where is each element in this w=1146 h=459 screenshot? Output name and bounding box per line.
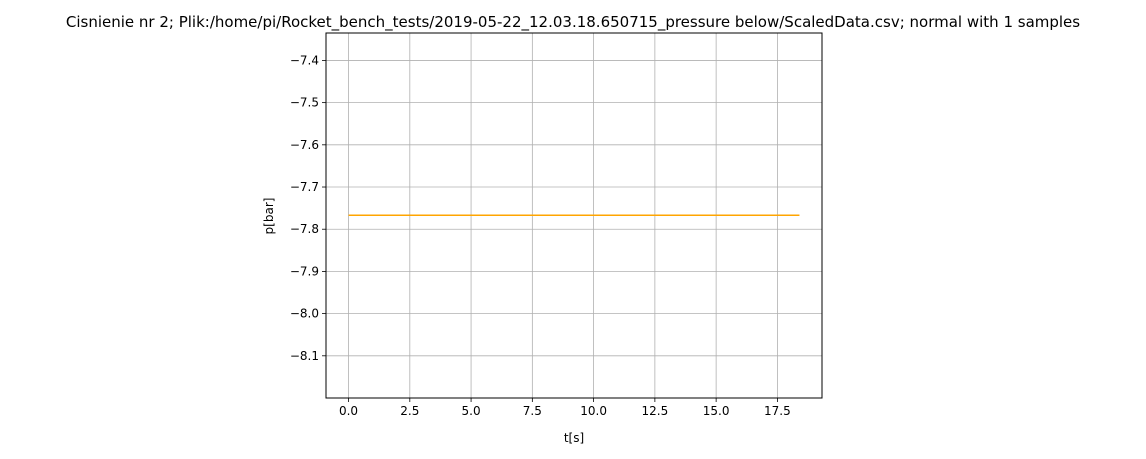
x-tick-label: 7.5 (523, 404, 542, 418)
y-tick-label: −7.4 (290, 53, 319, 67)
y-tick-label: −8.1 (290, 349, 319, 363)
chart-title: Cisnienie nr 2; Plik:/home/pi/Rocket_ben… (66, 13, 1080, 32)
x-tick-label: 5.0 (462, 404, 481, 418)
x-tick-label: 17.5 (764, 404, 791, 418)
y-tick-label: −7.9 (290, 264, 319, 278)
x-tick-label: 15.0 (703, 404, 730, 418)
y-tick-label: −7.7 (290, 180, 319, 194)
x-axis-label: t[s] (564, 431, 584, 445)
y-tick-label: −7.5 (290, 96, 319, 110)
tick-layer: 0.0 2.5 5.0 7.5 10.0 12.5 15.0 17.5 −7.4 −7.5 −7.6… (290, 53, 791, 418)
x-tick-label: 2.5 (400, 404, 419, 418)
y-tick-label: −7.6 (290, 138, 319, 152)
y-tick-label: −7.8 (290, 222, 319, 236)
x-tick-label: 12.5 (642, 404, 669, 418)
plot-frame (325, 32, 823, 399)
x-tick-label: 0.0 (339, 404, 358, 418)
y-axis-label: p[bar] (262, 198, 276, 235)
y-tick-label: −8.0 (290, 307, 319, 321)
x-tick-label: 10.0 (580, 404, 607, 418)
